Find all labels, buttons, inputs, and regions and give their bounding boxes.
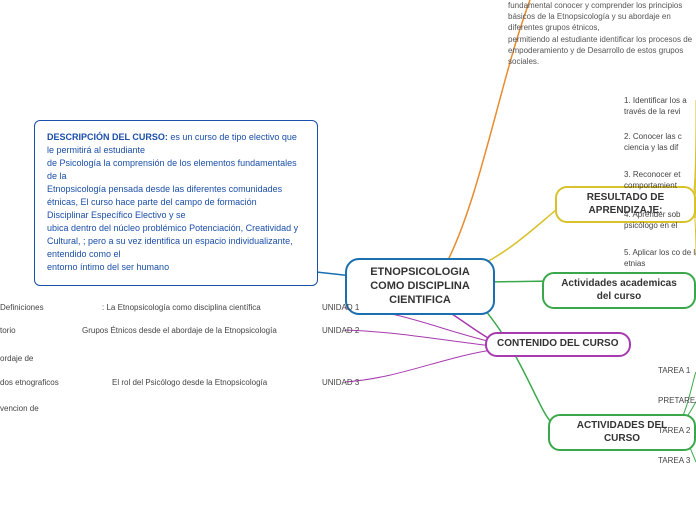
unit2-left2: Grupos Étnicos desde el abordaje de la E…: [82, 326, 277, 337]
unit1-tag: UNIDAD 1: [322, 303, 359, 312]
central-title: ETNOPSICOLOGIA COMO DISCIPLINA CIENTIFIC…: [370, 266, 470, 306]
intro-line2: básicos de la Etnopsicología y su aborda…: [508, 11, 696, 33]
contenido-node[interactable]: CONTENIDO DEL CURSO: [485, 332, 631, 357]
description-text: es un curso de tipo electivo que le perm…: [47, 132, 298, 272]
unit3-left1: dos etnograficos: [0, 378, 59, 389]
intro-line3: permitiendo al estudiante identificar lo…: [508, 34, 696, 45]
unit3-left2: El rol del Psicólogo desde la Etnopsicol…: [112, 378, 267, 389]
central-node[interactable]: ETNOPSICOLOGIA COMO DISCIPLINA CIENTIFIC…: [345, 258, 495, 315]
intro-fragment: fundamental conocer y comprender los pri…: [508, 0, 696, 67]
task-2: PRETAREA: [658, 396, 696, 407]
unit2-left1: torio: [0, 326, 16, 337]
description-box: DESCRIPCIÓN DEL CURSO: es un curso de ti…: [34, 120, 318, 286]
task-1: TAREA 1: [658, 366, 690, 377]
description-label: DESCRIPCIÓN DEL CURSO:: [47, 132, 168, 142]
unit1-left1: Definiciones: [0, 303, 44, 314]
task-3: TAREA 2: [658, 426, 690, 437]
mindmap-canvas: fundamental conocer y comprender los pri…: [0, 0, 696, 520]
unit3-tag: UNIDAD 3: [322, 378, 359, 387]
resultado-item-4: 4. Aprender sob psicólogo en el: [624, 210, 696, 232]
intro-line4: empoderamiento y de Desarrollo de estos …: [508, 45, 696, 67]
unit2-tag: UNIDAD 2: [322, 326, 359, 335]
intro-line1: fundamental conocer y comprender los pri…: [508, 0, 696, 11]
academicas-label: Actividades academicas del curso: [561, 278, 677, 302]
resultado-item-5: 5. Aplicar los co de las etnias: [624, 248, 696, 270]
unit-extra2: vencion de: [0, 404, 39, 415]
contenido-label: CONTENIDO DEL CURSO: [497, 338, 619, 349]
task-4: TAREA 3: [658, 456, 690, 467]
resultado-item-2: 2. Conocer las c ciencia y las dif: [624, 132, 696, 154]
actividades-label: ACTIVIDADES DEL CURSO: [577, 420, 668, 444]
resultado-item-1: 1. Identificar los a través de la revi: [624, 96, 696, 118]
unit-extra1: ordaje de: [0, 354, 33, 365]
academicas-node[interactable]: Actividades academicas del curso: [542, 272, 696, 309]
resultado-item-3: 3. Reconocer et comportamient: [624, 170, 696, 192]
unit1-left2: : La Etnopsicología como disciplina cien…: [102, 303, 261, 314]
